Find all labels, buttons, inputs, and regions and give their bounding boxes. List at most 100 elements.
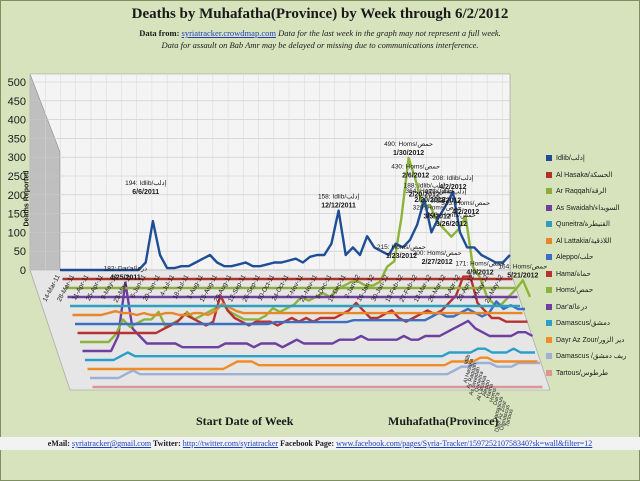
legend-swatch [546,155,552,162]
data-label: 300: Homs/حمص [427,212,476,219]
legend-item: Quneitra/القنيطرة [546,216,638,233]
legend-label: Quneitra/القنيطرة [556,221,610,229]
series-line-10 [85,347,535,362]
legend-label: Tartous/طرطوس [556,369,609,377]
series-line-11 [87,356,538,371]
legend-label: Aleppo/حلب [556,254,594,262]
legend-swatch [546,254,552,261]
data-label-date: 3/12/2012 [430,198,461,205]
legend-swatch [546,353,552,360]
z-tick-label: Hama [485,382,495,399]
legend-swatch [546,336,552,343]
facebook-label: Facebook Page: [278,439,337,448]
y-tick-label: 250 [8,171,26,183]
series-line-0 [60,190,511,272]
data-label: 164: Homs/حمص [498,263,547,270]
data-label-date: 6/6/2011 [132,189,159,196]
data-label-date: 12/12/2011 [321,203,356,210]
z-tick-label: Dar'a [492,391,501,406]
legend-label: As Swaidah/السويداء [556,204,620,212]
data-label-date: 4/25/2011 [110,275,141,282]
email-link[interactable]: syriatracker@gmail.com [71,439,152,448]
legend-swatch [546,303,552,310]
data-label: 158: Idlib/إدلب [318,194,359,201]
series-line-5 [72,302,523,317]
z-tick-label: Idlib [464,354,472,365]
y-tick-label: 100 [8,227,26,239]
data-label-date: 2/27/2012 [422,259,453,266]
data-label-date: 4/2/2012 [452,209,479,216]
series-line-6 [75,300,525,326]
y-tick-label: 400 [8,115,26,127]
data-label: 490: Homs/حمص [384,141,433,148]
data-label-date: 1/23/2012 [386,253,417,260]
data-label: 320: Homs/حمص [413,205,462,212]
data-label: 364: Homs/حمص [406,188,455,195]
legend-swatch [546,369,552,376]
legend-label: Hama/حماة [556,270,591,278]
y-tick-label: 150 [8,209,26,221]
legend-item: Homs/حمص [546,282,638,299]
x-axis-title: Start Date of Week [196,414,294,428]
legend-swatch [546,270,552,277]
footer-contact: eMail: syriatracker@gmail.com Twitter: h… [0,437,640,450]
source-link[interactable]: syriatracker.crowdmap.com [181,28,276,38]
data-label: 208: Idlib/إدلب [432,175,473,182]
email-label: eMail: [47,439,72,448]
y-tick-label: 350 [8,133,26,145]
legend-item: Idlib/إدلب [546,150,638,167]
data-label: 215: Homs/حمص [377,244,426,251]
legend-swatch [546,204,552,211]
data-label-date: 1/30/2012 [393,150,424,157]
data-label-date: 2/6/2012 [402,172,429,179]
legend-item: Damascus /ريف دمشق [546,348,638,365]
y-tick-label: 300 [8,152,26,164]
legend-item: Dar'a/درعا [546,299,638,316]
legend-label: Damascus /ريف دمشق [556,353,627,361]
legend-swatch [546,287,552,294]
data-label-date: 4/2/2012 [439,184,466,191]
data-label: 333: Homs/حمص [441,200,490,207]
legend-swatch [546,171,552,178]
series-line-7 [77,275,528,335]
series-line-9 [82,281,534,353]
legend-item: Tartous/طرطوس [546,365,638,382]
legend-item: Dayr Az Zour/دير الزور [546,332,638,349]
legend-item: Hama/حماة [546,266,638,283]
y-tick-label: 0 [20,265,26,277]
facebook-link[interactable]: www.facebook.com/pages/Syria-Tracker/159… [336,439,593,448]
data-label: 430: Homs/حمص [391,163,440,170]
twitter-link[interactable]: http://twitter.com/syriatracker [182,439,279,448]
y-tick-label: 50 [14,246,26,258]
legend-label: Ar Raqqah/الرقة [556,188,607,196]
data-label-date: 3/5/2012 [424,214,451,221]
legend-swatch [546,188,552,195]
legend-swatch [546,237,552,244]
legend-item: Aleppo/حلب [546,249,638,266]
data-label: 200: Homs/حمص [413,250,462,257]
chart-legend: Idlib/إدلب Al Hasaka/الحسكة Ar Raqqah/الرق… [546,150,638,381]
data-label-date: 5/21/2012 [507,272,538,279]
chart-title: Deaths by Muhafatha(Province) by Week th… [131,6,509,22]
data-label: 171: Homs/حمص [456,261,505,268]
z-axis-title: Muhafatha(Province) [388,414,499,428]
y-tick-label: 500 [8,77,26,89]
data-label-date: 3/26/2012 [436,221,467,228]
legend-label: Al Hasaka/الحسكة [556,171,613,179]
legend-swatch [546,221,552,228]
legend-label: Dayr Az Zour/دير الزور [556,336,625,344]
legend-label: Idlib/إدلب [556,155,585,163]
y-tick-label: 450 [8,96,26,108]
data-label-date: 4/9/2012 [466,270,493,277]
data-label: 194: Idlib/إدلب [125,180,166,187]
series-line-12 [90,361,540,380]
data-label-date: 2/20/2012 [409,191,440,198]
twitter-label: Twitter: [151,439,183,448]
data-label: 188: Idlib/إدلب [404,182,445,189]
data-label: 171: Idlib/إدلب [425,189,466,196]
legend-label: Al Lattakia/اللاذقية [556,237,612,245]
legend-item: Damascus/دمشق [546,315,638,332]
z-tick-label: Homs [489,387,499,403]
z-tick-label: Quneitra [474,370,485,393]
